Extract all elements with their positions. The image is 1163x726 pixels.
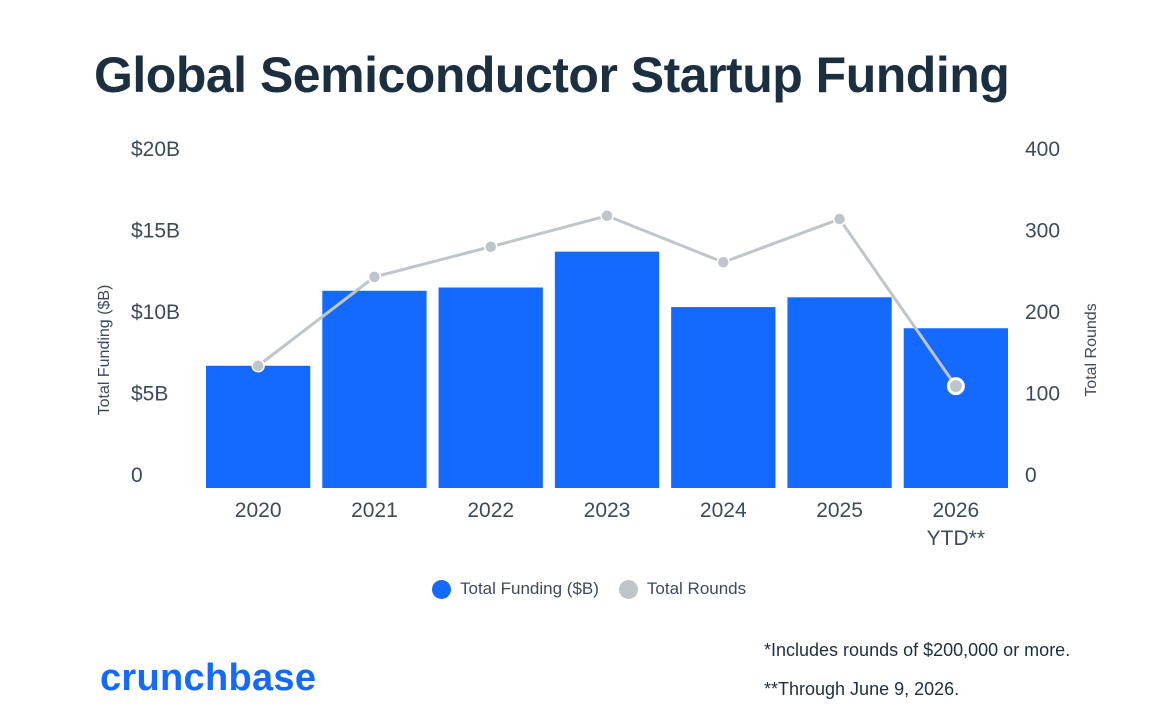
- x-tick-1: 2021: [351, 499, 398, 522]
- bar-3: [554, 251, 660, 488]
- y-right-tick-2: 200: [1025, 301, 1060, 324]
- y-right-axis-label: Total Rounds: [1083, 303, 1100, 396]
- footnote-rounds: *Includes rounds of $200,000 or more.: [764, 640, 1071, 660]
- legend-item-funding: Total Funding ($B): [432, 579, 599, 599]
- rounds-point-6: [946, 377, 965, 396]
- rounds-point-4: [716, 255, 731, 269]
- y-left-axis-label: Total Funding ($B): [96, 285, 113, 416]
- y-left-tick-0: 0: [131, 464, 143, 487]
- x-tick-5: 2025: [816, 499, 863, 522]
- x-tick-4: 2024: [700, 499, 747, 522]
- rounds-point-0: [251, 359, 265, 373]
- legend-label-rounds: Total Rounds: [646, 579, 747, 598]
- y-left-tick-1: $5B: [131, 383, 168, 406]
- x-tick-6: 2026 YTD**: [927, 499, 985, 550]
- bar-6: [903, 328, 1008, 488]
- legend-label-funding: Total Funding ($B): [460, 579, 599, 598]
- rounds-point-3: [600, 209, 614, 223]
- y-right-tick-3: 300: [1025, 220, 1060, 243]
- crunchbase-logo: crunchbase: [100, 657, 317, 699]
- bar-0: [206, 365, 311, 488]
- x-tick-2: 2022: [467, 499, 514, 522]
- legend-swatch-funding: [432, 579, 451, 599]
- y-left-tick-2: $10B: [131, 301, 180, 324]
- y-right-tick-0: 0: [1025, 464, 1037, 487]
- bar-2: [438, 287, 543, 488]
- legend-swatch-rounds: [618, 579, 638, 599]
- y-left-tick-4: $20B: [131, 138, 180, 161]
- footnote-date: **Through June 9, 2026.: [764, 679, 960, 699]
- bar-5: [787, 297, 892, 488]
- legend: Total Funding ($B) Total Rounds: [432, 579, 766, 599]
- rounds-point-1: [367, 270, 382, 284]
- rounds-point-5: [832, 212, 847, 226]
- legend-item-rounds: Total Rounds: [618, 579, 747, 599]
- bar-1: [322, 290, 427, 488]
- y-left-tick-3: $15B: [131, 220, 180, 243]
- rounds-point-2: [483, 240, 498, 254]
- y-right-tick-4: 400: [1025, 138, 1060, 161]
- x-tick-3: 2023: [584, 499, 631, 522]
- y-right-tick-1: 100: [1025, 383, 1060, 406]
- x-tick-0: 2020: [235, 499, 282, 522]
- chart-title: Global Semiconductor Startup Funding: [94, 47, 1010, 103]
- bar-4: [671, 307, 776, 488]
